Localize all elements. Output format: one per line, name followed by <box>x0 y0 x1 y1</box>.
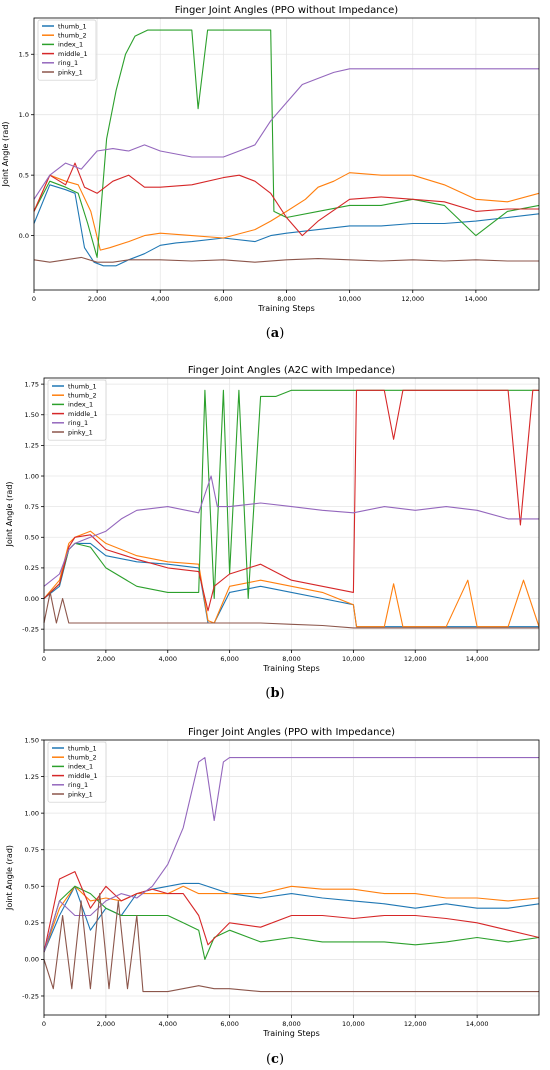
series-line-index_1 <box>33 29 540 258</box>
x-tick-label: 0 <box>32 295 36 303</box>
legend-label-ring_1: ring_1 <box>58 59 78 67</box>
y-axis-label: Joint Angle (rad) <box>5 845 14 911</box>
y-tick-label: 0.75 <box>25 846 39 854</box>
legend-label-thumb_2: thumb_2 <box>68 754 97 762</box>
series-line-ring_1 <box>33 68 539 200</box>
series-line-ring_1 <box>43 475 539 587</box>
y-axis-label: Joint Angle (rad) <box>5 481 14 547</box>
y-tick-label: 0.5 <box>19 171 29 179</box>
legend-label-index_1: index_1 <box>68 763 93 771</box>
x-tick-label: 14,000 <box>465 295 488 303</box>
y-tick-label: 1.00 <box>25 809 39 817</box>
x-tick-label: 8,000 <box>282 655 301 663</box>
x-tick-label: 2,000 <box>97 655 116 663</box>
chart-panel-a: Finger Joint Angles (PPO without Impedan… <box>1 5 540 313</box>
chart-title: Finger Joint Angles (A2C with Impedance) <box>188 365 395 376</box>
x-axis-label: Training Steps <box>257 304 315 313</box>
x-tick-label: 6,000 <box>220 655 239 663</box>
legend-label-middle_1: middle_1 <box>58 50 88 58</box>
y-tick-label: 1.50 <box>25 736 39 744</box>
x-tick-label: 4,000 <box>158 655 177 663</box>
legend-label-pinky_1: pinky_1 <box>68 790 93 798</box>
x-tick-label: 10,000 <box>338 295 361 303</box>
series-line-pinky_1 <box>43 591 539 629</box>
legend-label-middle_1: middle_1 <box>68 772 98 780</box>
x-tick-label: 12,000 <box>404 1020 427 1028</box>
legend-label-index_1: index_1 <box>68 401 93 409</box>
y-tick-label: 0.50 <box>25 534 39 542</box>
chart-title: Finger Joint Angles (PPO without Impedan… <box>175 5 398 16</box>
x-tick-label: 4,000 <box>158 1020 177 1028</box>
y-tick-label: 0.50 <box>25 883 39 891</box>
x-tick-label: 8,000 <box>282 1020 301 1028</box>
legend-label-ring_1: ring_1 <box>68 419 88 427</box>
y-tick-label: -0.25 <box>22 992 39 1000</box>
series-line-middle_1 <box>43 871 540 953</box>
x-tick-label: 6,000 <box>220 1020 239 1028</box>
series-line-pinky_1 <box>33 256 539 263</box>
x-tick-label: 4,000 <box>151 295 170 303</box>
chart-panel-c: Finger Joint Angles (PPO with Impedance)… <box>5 727 540 1038</box>
legend-label-pinky_1: pinky_1 <box>68 428 93 436</box>
x-tick-label: 14,000 <box>466 655 489 663</box>
y-tick-label: 0.0 <box>19 232 29 240</box>
y-tick-label: 1.25 <box>25 773 39 781</box>
x-axis-label: Training Steps <box>262 1029 320 1038</box>
legend-label-thumb_2: thumb_2 <box>68 392 97 400</box>
legend-label-thumb_1: thumb_1 <box>68 744 97 752</box>
series-line-middle_1 <box>33 162 539 237</box>
y-tick-label: 0.00 <box>25 956 39 964</box>
y-tick-label: 1.75 <box>25 380 39 388</box>
chart-panel-b: Finger Joint Angles (A2C with Impedance)… <box>5 365 540 673</box>
y-tick-label: 0.25 <box>25 919 39 927</box>
x-tick-label: 6,000 <box>214 295 233 303</box>
x-tick-label: 0 <box>42 655 46 663</box>
x-tick-label: 14,000 <box>466 1020 489 1028</box>
legend-label-thumb_1: thumb_1 <box>58 22 87 30</box>
series-line-thumb_1 <box>43 882 540 953</box>
y-axis-label: Joint Angle (rad) <box>1 121 10 187</box>
y-tick-label: 0.75 <box>25 503 39 511</box>
legend-label-index_1: index_1 <box>58 41 83 49</box>
x-tick-label: 2,000 <box>88 295 107 303</box>
y-tick-label: 0.25 <box>25 564 39 572</box>
legend: thumb_1 thumb_2index_1middle_1ring_1pinky… <box>47 741 107 803</box>
series-line-pinky_1 <box>43 893 539 993</box>
caption-c: (c) <box>265 1052 285 1067</box>
legend-label-ring_1: ring_1 <box>68 781 88 789</box>
y-tick-label: 1.50 <box>25 411 39 419</box>
x-tick-label: 12,000 <box>401 295 424 303</box>
x-tick-label: 10,000 <box>342 1020 365 1028</box>
y-tick-label: 1.5 <box>19 51 29 59</box>
series-line-index_1 <box>43 885 540 960</box>
legend-label-thumb_2: thumb_2 <box>58 32 87 40</box>
caption-a: (a) <box>265 326 285 341</box>
y-tick-label: 1.0 <box>19 111 29 119</box>
series-line-thumb_1 <box>33 184 540 267</box>
series-line-ring_1 <box>43 757 539 953</box>
y-tick-label: -0.25 <box>22 625 39 633</box>
x-axis-label: Training Steps <box>262 664 320 673</box>
x-tick-label: 8,000 <box>277 295 296 303</box>
x-tick-label: 12,000 <box>404 655 427 663</box>
caption-b: (b) <box>265 686 285 701</box>
legend: thumb_1 thumb_2index_1middle_1ring_1pinky… <box>37 19 97 81</box>
x-tick-label: 0 <box>42 1020 46 1028</box>
y-tick-label: 0.00 <box>25 595 39 603</box>
y-tick-label: 1.00 <box>25 472 39 480</box>
legend-label-middle_1: middle_1 <box>68 410 98 418</box>
legend: thumb_1 thumb_2index_1middle_1ring_1pinky… <box>47 379 107 441</box>
legend-label-pinky_1: pinky_1 <box>58 68 83 76</box>
y-tick-label: 1.25 <box>25 442 39 450</box>
series-line-thumb_2 <box>33 172 540 251</box>
x-tick-label: 10,000 <box>342 655 365 663</box>
series-line-thumb_2 <box>43 885 540 953</box>
legend-label-thumb_1: thumb_1 <box>68 382 97 390</box>
series-line-middle_1 <box>43 389 539 612</box>
x-tick-label: 2,000 <box>97 1020 116 1028</box>
chart-title: Finger Joint Angles (PPO with Impedance) <box>188 727 395 738</box>
